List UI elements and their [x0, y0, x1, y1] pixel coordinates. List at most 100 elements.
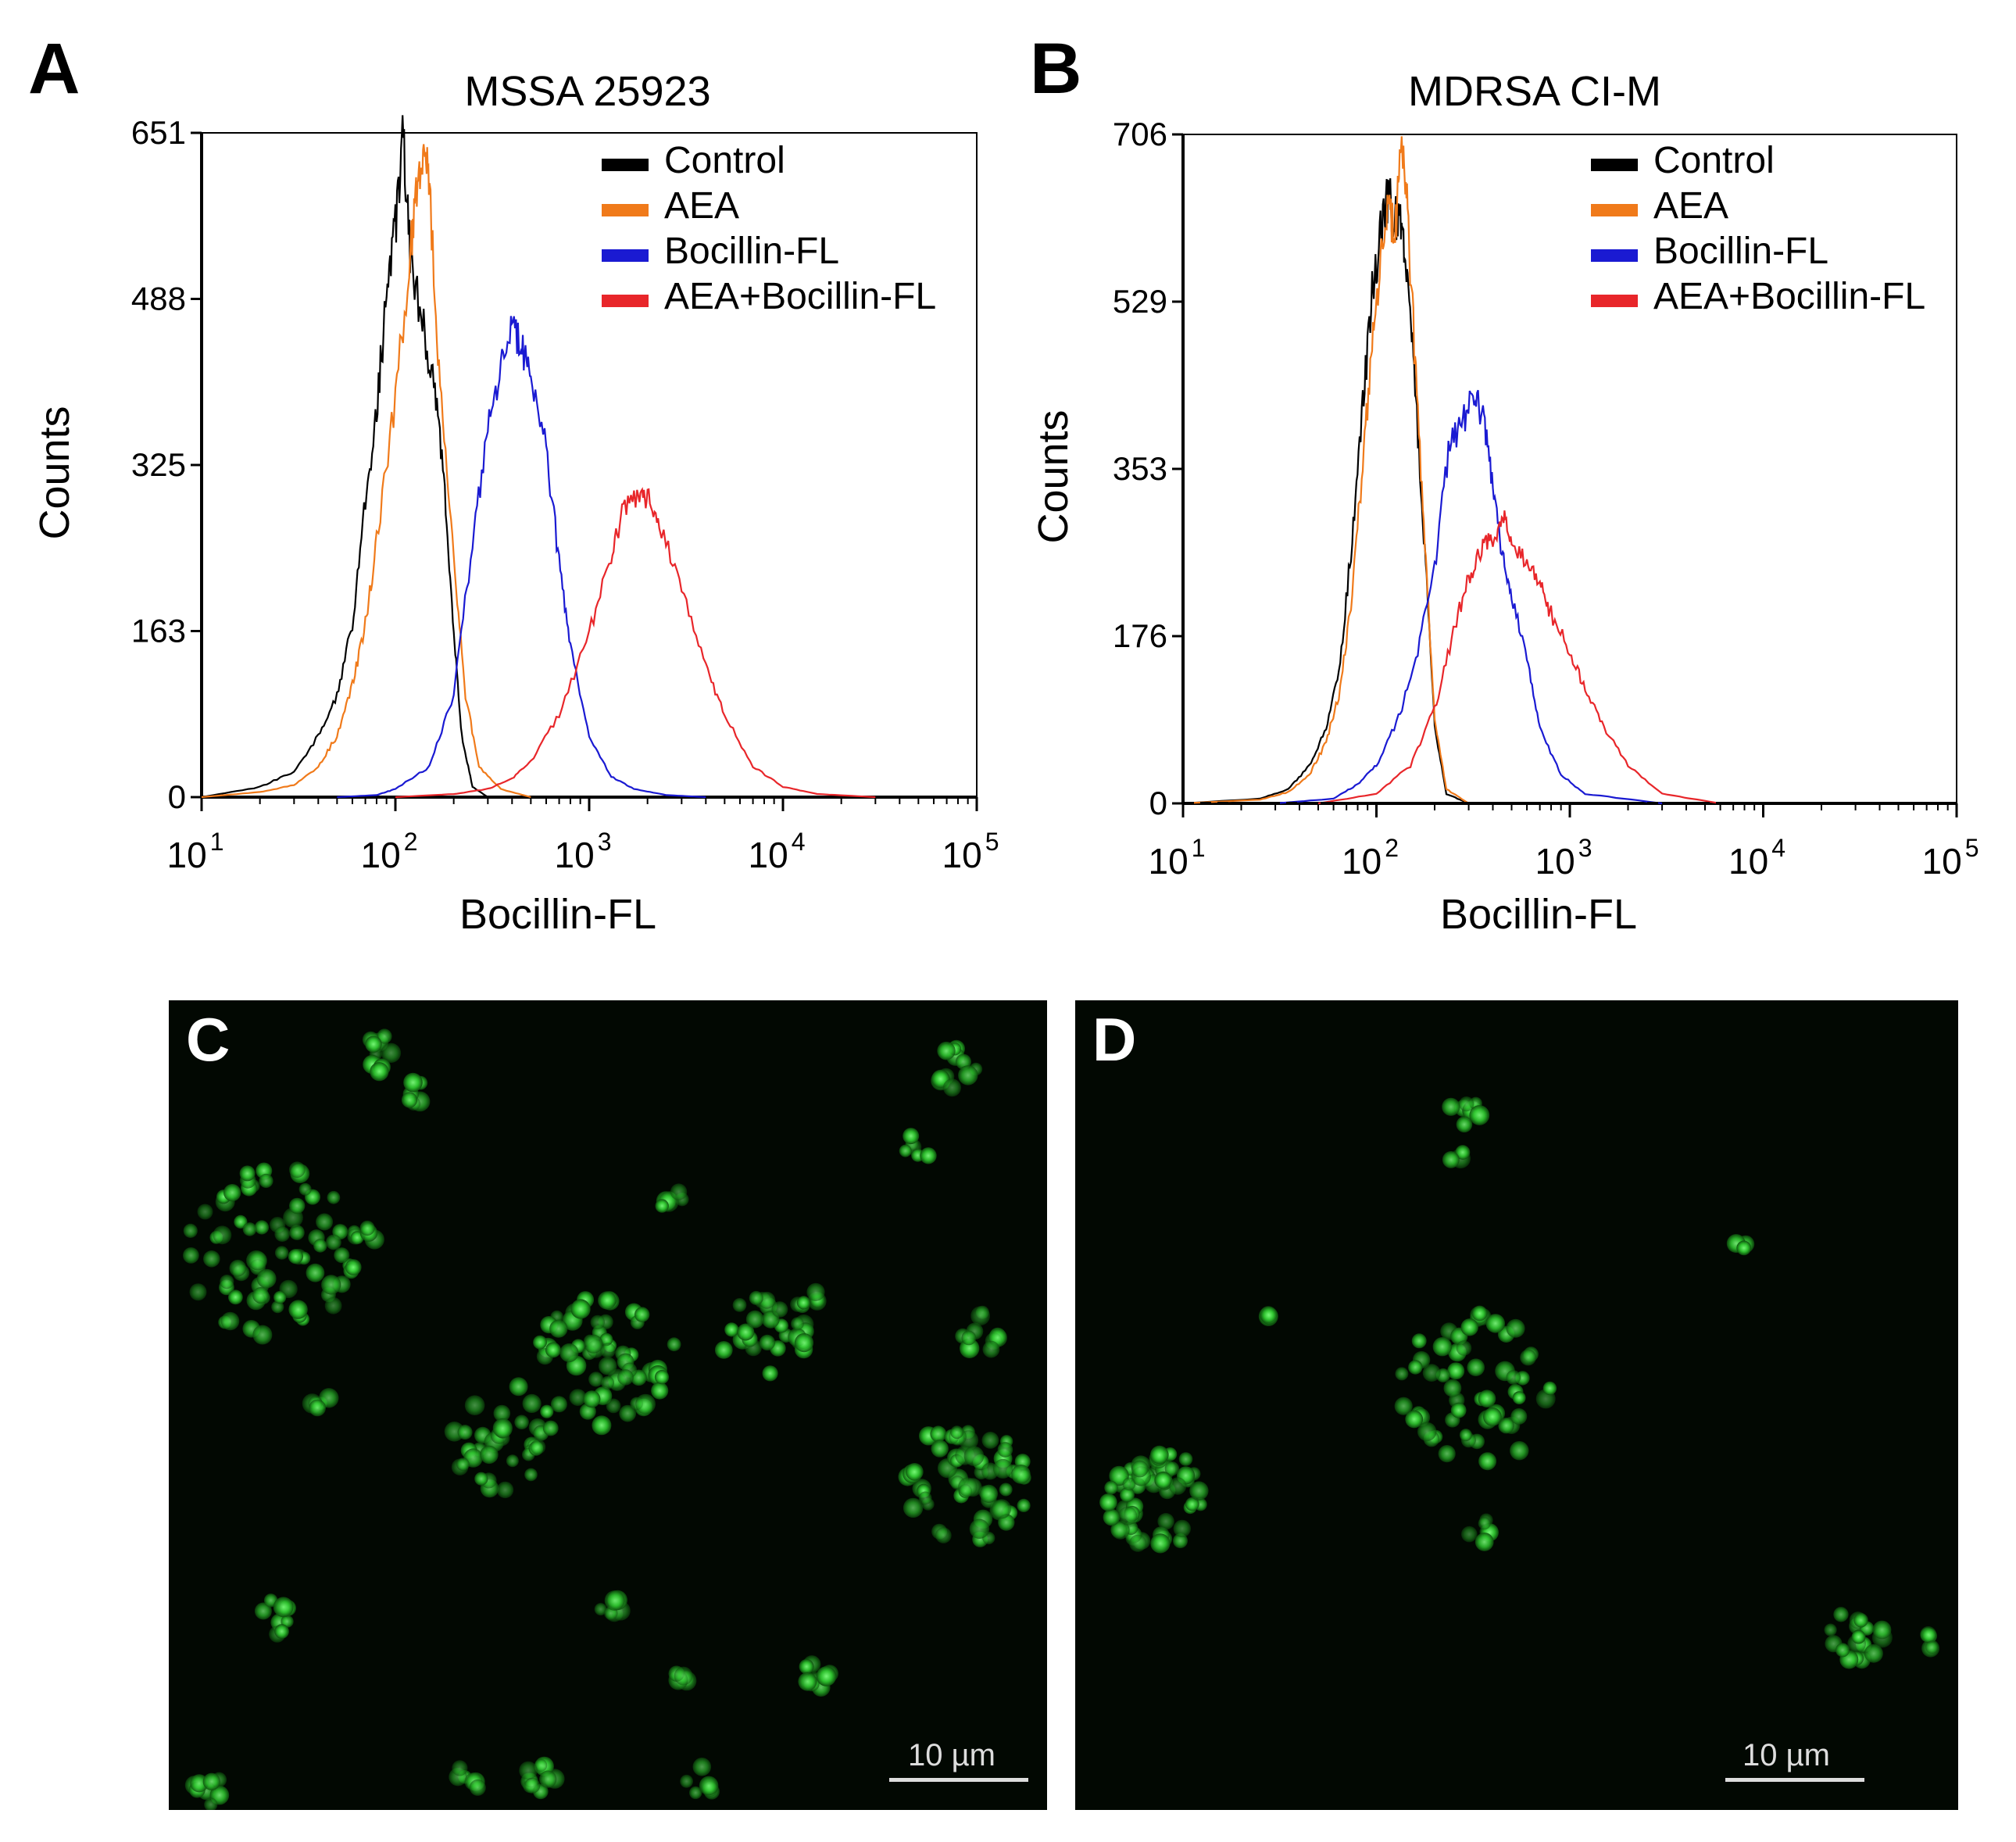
cell-blob	[583, 1390, 601, 1408]
cell-blob	[1542, 1381, 1557, 1396]
cell-blob	[1260, 1306, 1278, 1323]
scale-bar-c	[889, 1778, 1028, 1782]
cell-blob	[1017, 1498, 1031, 1512]
cell-blob	[1185, 1497, 1199, 1511]
legend-swatch	[602, 159, 649, 171]
cell-blob	[289, 1197, 306, 1214]
x-tick-label: 10 1	[167, 828, 224, 875]
cell-blob	[598, 1291, 617, 1310]
legend-swatch	[1591, 159, 1638, 171]
cell-blob	[254, 1602, 272, 1620]
cell-blob	[601, 1375, 614, 1390]
legend-swatch	[602, 295, 649, 307]
cell-blob	[920, 1147, 937, 1164]
y-tick-label: 0	[1149, 785, 1167, 821]
cell-blob	[401, 1092, 418, 1108]
cell-blob	[794, 1333, 814, 1353]
cell-blob	[935, 1527, 952, 1543]
cell-blob	[745, 1310, 764, 1329]
chart-a: MSSA 25923 0 163 325 488 651 10 1 10 2 10 3 10 4 10 5 Bo…	[31, 68, 999, 938]
cell-blob	[1154, 1471, 1172, 1490]
series-line-aea	[201, 144, 531, 799]
cell-blob	[223, 1184, 241, 1202]
cell-blob	[474, 1472, 488, 1486]
cell-blob	[1920, 1626, 1937, 1643]
x-tick-label: 10 1	[1149, 834, 1206, 882]
x-tick-label: 10 5	[1922, 834, 1979, 882]
cell-blob	[1459, 1096, 1474, 1112]
cell-blob	[1478, 1517, 1491, 1530]
series-line-aea-bocillin-fl	[1317, 510, 1721, 805]
cell-blob	[899, 1144, 912, 1157]
cell-blob	[619, 1404, 637, 1422]
cell-blob	[493, 1404, 511, 1422]
plot-frame	[201, 132, 978, 798]
cell-blob	[937, 1041, 956, 1060]
cell-blob	[313, 1239, 327, 1253]
series-line-control	[1182, 178, 1470, 805]
series-line-bocillin-fl	[337, 316, 706, 799]
cell-blob	[1432, 1337, 1452, 1357]
cell-blob	[1459, 1429, 1472, 1442]
cell-blob	[692, 1758, 712, 1776]
cell-blob	[365, 1035, 382, 1053]
cell-blob	[274, 1226, 290, 1242]
cell-blob	[298, 1182, 312, 1196]
cell-blob	[309, 1399, 326, 1417]
cell-blob	[1438, 1445, 1456, 1463]
panel-label-a: A	[28, 29, 80, 109]
cell-blob	[1833, 1607, 1849, 1622]
y-tick-label: 529	[1113, 283, 1167, 320]
cell-blob	[197, 1204, 213, 1220]
cell-blob	[506, 1454, 519, 1468]
cell-blob	[816, 1666, 837, 1686]
cell-blob	[997, 1442, 1013, 1458]
cell-blob	[469, 1779, 486, 1796]
cell-blob	[1736, 1240, 1752, 1256]
cell-blob	[1408, 1360, 1423, 1375]
y-tick-label: 176	[1113, 617, 1167, 654]
x-tick-label: 10 3	[555, 828, 612, 875]
cell-blob	[519, 1761, 538, 1780]
cell-blob	[1864, 1643, 1883, 1663]
legend-swatch	[1591, 249, 1638, 262]
cell-blob	[1122, 1477, 1136, 1491]
series-line-control	[201, 115, 488, 799]
cell-blob	[655, 1199, 669, 1213]
cell-blob	[334, 1247, 350, 1264]
y-tick-label: 488	[131, 281, 186, 317]
cell-blob	[229, 1259, 247, 1277]
cell-blob	[1872, 1620, 1892, 1640]
cell-blob	[273, 1290, 287, 1304]
x-tick-label: 10 5	[942, 828, 999, 875]
cell-blob	[759, 1334, 776, 1350]
cell-blob	[288, 1249, 303, 1264]
y-axis-label: Counts	[1030, 410, 1077, 543]
cell-blob	[1506, 1370, 1521, 1385]
cell-blob	[359, 1220, 375, 1236]
cell-blob	[288, 1300, 308, 1319]
cell-blob	[252, 1287, 270, 1304]
legend-swatch	[1591, 295, 1638, 307]
cell-blob	[403, 1072, 423, 1093]
cell-blob	[204, 1797, 218, 1810]
series-line-aea	[1182, 136, 1470, 805]
cell-blob	[599, 1332, 613, 1347]
cell-blob	[530, 1439, 546, 1455]
cell-blob	[457, 1425, 473, 1440]
cell-blob	[254, 1220, 270, 1235]
cell-blob	[522, 1393, 542, 1413]
cell-blob	[492, 1418, 513, 1439]
legend-label: Bocillin-FL	[1653, 231, 1828, 272]
cell-blob	[570, 1299, 591, 1319]
cell-blob	[1467, 1358, 1485, 1376]
cell-blob	[588, 1372, 604, 1387]
cell-blob	[903, 1128, 920, 1145]
cell-blob	[345, 1259, 362, 1275]
cell-blob	[796, 1296, 810, 1310]
cell-blob	[274, 1246, 289, 1260]
cell-blob	[370, 1062, 389, 1082]
cell-blob	[771, 1301, 788, 1318]
scale-bar-label-d: 10 µm	[1743, 1738, 1830, 1772]
cell-blob	[737, 1323, 755, 1341]
